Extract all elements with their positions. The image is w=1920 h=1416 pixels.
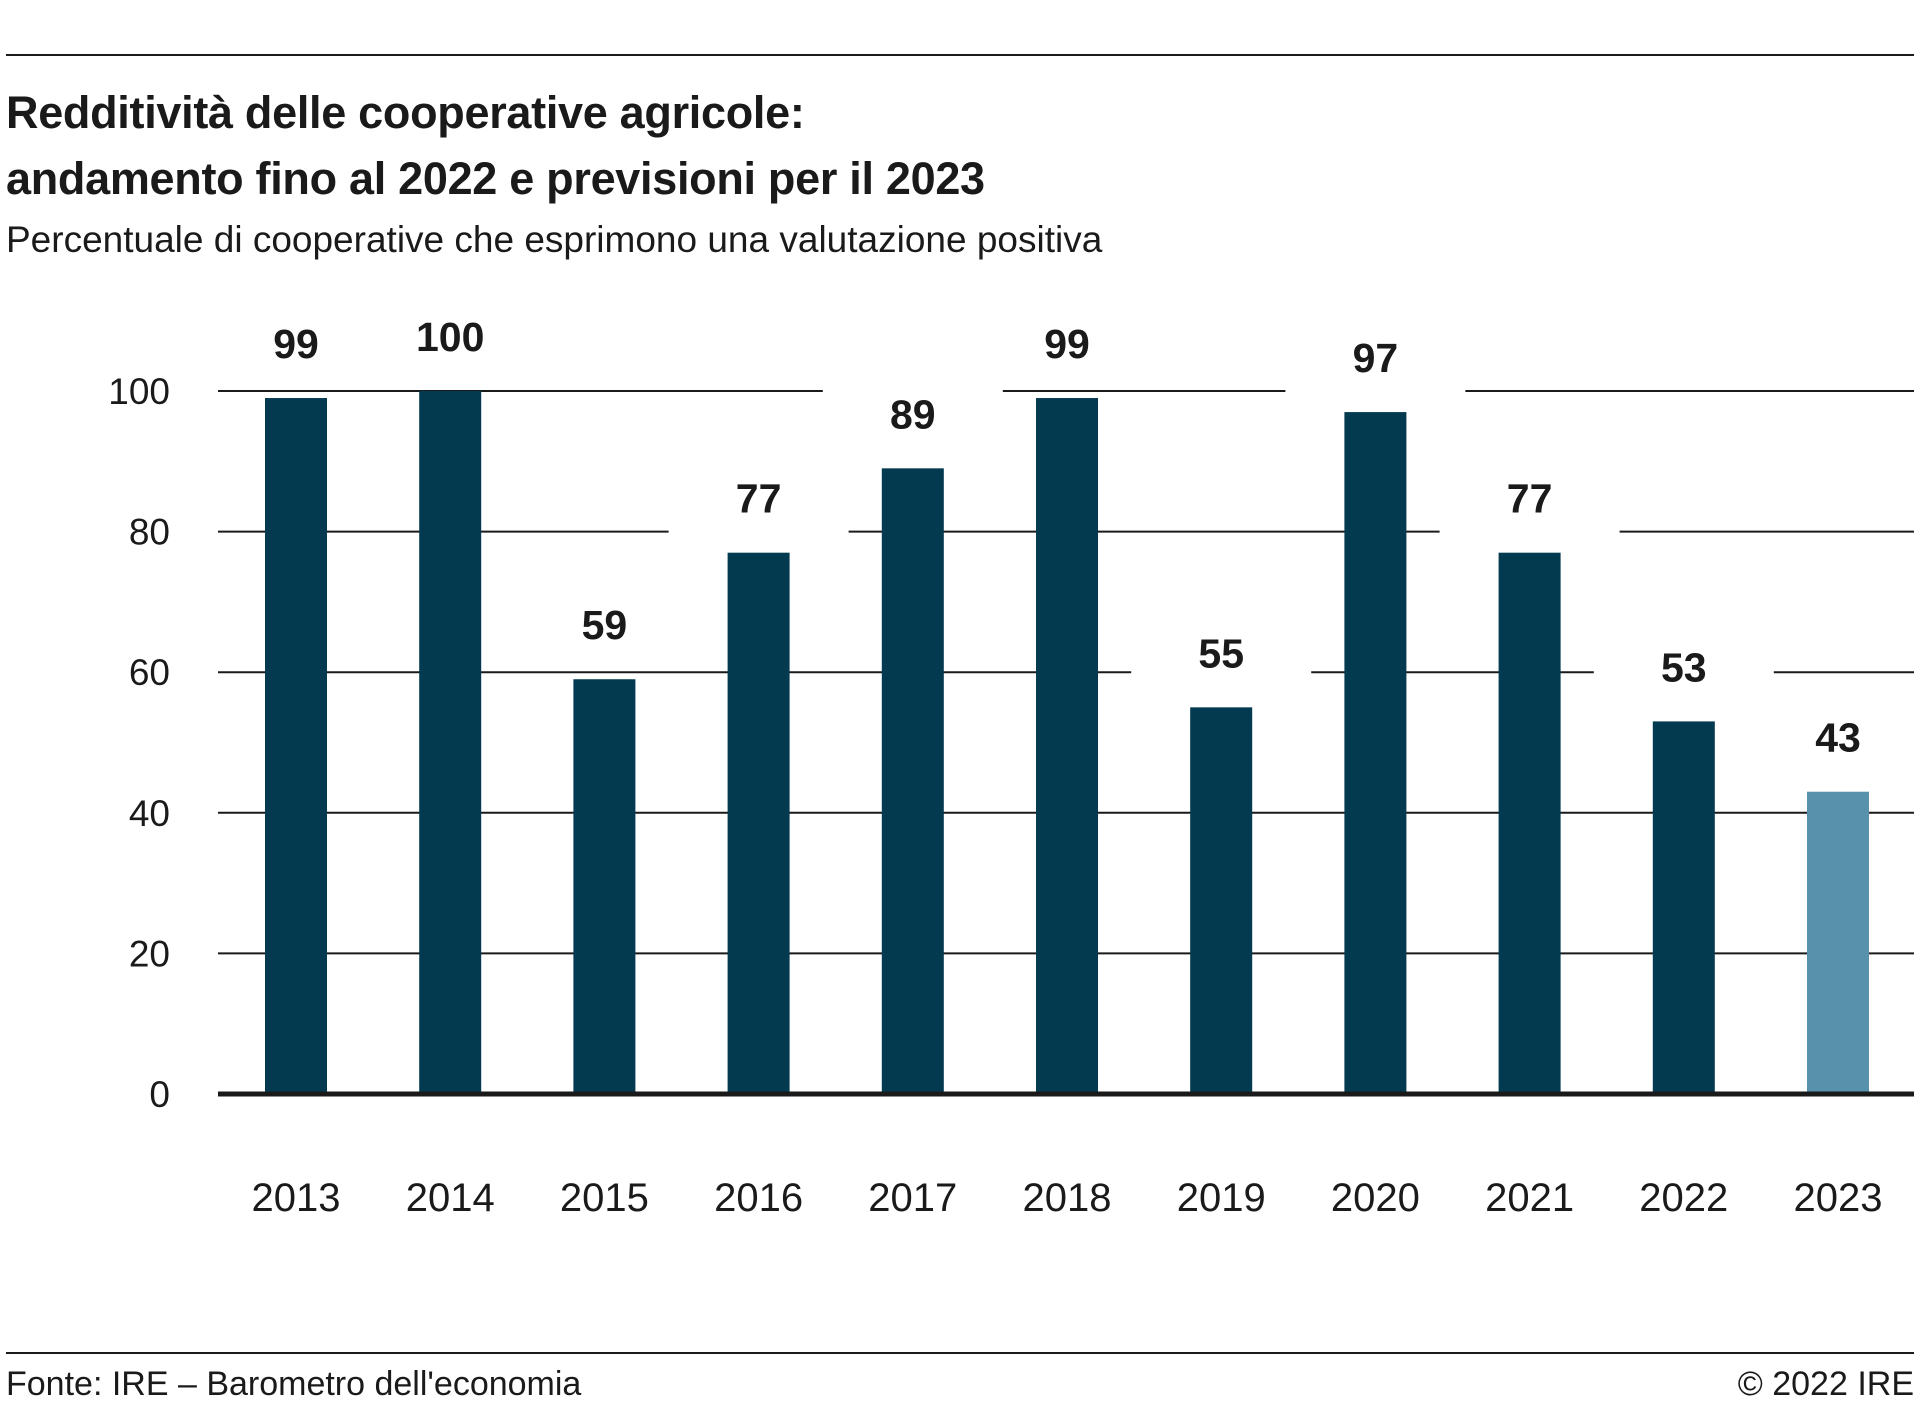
bottom-rule — [6, 1352, 1914, 1354]
x-tick-label-2014: 2014 — [406, 1176, 495, 1220]
bar-2020 — [1344, 412, 1407, 1095]
y-tick-label: 80 — [129, 512, 170, 553]
x-axis-ticks: 2013 2014 2015 2016 2017 2018 2019 2020 2021 2022… — [252, 1176, 1883, 1220]
y-axis-ticks: 0 20 40 60 80 100 — [108, 371, 170, 1115]
x-tick-label-2013: 2013 — [252, 1176, 341, 1220]
x-tick-label-2015: 2015 — [560, 1176, 649, 1220]
data-label-2023: 43 — [1815, 715, 1861, 761]
data-label-2018: 99 — [1044, 321, 1090, 367]
data-label-background — [668, 472, 849, 535]
top-rule — [6, 54, 1914, 56]
bar-2018 — [1036, 398, 1098, 1094]
data-label-2016: 77 — [736, 476, 782, 522]
x-tick-label-2018: 2018 — [1023, 1176, 1112, 1220]
bar-2022 — [1652, 721, 1715, 1094]
data-label-background — [1285, 332, 1466, 395]
x-tick-label-2023: 2023 — [1794, 1176, 1883, 1220]
x-tick-label-2016: 2016 — [714, 1176, 803, 1220]
data-label-2020: 97 — [1353, 335, 1399, 381]
bar-2014 — [419, 391, 482, 1094]
data-label-background — [977, 318, 1157, 381]
bar-2016 — [727, 552, 790, 1094]
data-label-background — [1593, 641, 1774, 704]
data-label-background — [360, 311, 541, 373]
bar-2017 — [881, 468, 944, 1095]
data-labels: 99 100 59 77 89 99 55 97 77 53 43 — [206, 311, 1920, 774]
data-label-2014: 100 — [416, 314, 484, 360]
x-tick-label-2017: 2017 — [868, 1176, 957, 1220]
chart-subtitle: Percentuale di cooperative che esprimono… — [6, 219, 1103, 260]
data-label-background — [1131, 627, 1312, 690]
data-label-background — [1439, 472, 1620, 535]
x-tick-label-2021: 2021 — [1485, 1176, 1574, 1220]
data-label-background — [206, 318, 386, 381]
y-tick-label: 40 — [129, 793, 170, 834]
x-tick-label-2019: 2019 — [1177, 1176, 1266, 1220]
data-label-background — [514, 599, 695, 662]
data-label-2019: 55 — [1198, 630, 1244, 676]
source-note: Fonte: IRE – Barometro dell'economia — [6, 1365, 582, 1403]
bars — [265, 391, 1869, 1095]
chart-title-line-2: andamento fino al 2022 e previsioni per … — [6, 153, 985, 204]
data-label-2022: 53 — [1661, 644, 1707, 690]
data-label-2021: 77 — [1507, 476, 1553, 522]
data-label-background — [822, 388, 1003, 451]
data-label-2017: 89 — [890, 391, 936, 437]
x-tick-label-2022: 2022 — [1639, 1176, 1728, 1220]
bar-2021 — [1498, 552, 1561, 1094]
data-label-background — [1748, 711, 1920, 774]
y-tick-label: 20 — [129, 933, 170, 974]
y-tick-label: 100 — [108, 371, 170, 412]
bar-2019 — [1190, 707, 1253, 1094]
chart-title: Redditività delle cooperative agricole: … — [6, 80, 1906, 212]
data-label-2015: 59 — [582, 602, 628, 648]
y-tick-label: 60 — [129, 652, 170, 693]
copyright-note: © 2022 IRE — [1737, 1365, 1914, 1403]
bar-2023 — [1807, 791, 1869, 1094]
bar-2015 — [573, 679, 636, 1094]
chart-title-line-1: Redditività delle cooperative agricole: — [6, 87, 805, 138]
y-tick-label: 0 — [149, 1074, 170, 1115]
data-label-2013: 99 — [273, 321, 319, 367]
bar-2013 — [265, 398, 327, 1094]
x-tick-label-2020: 2020 — [1331, 1176, 1420, 1220]
